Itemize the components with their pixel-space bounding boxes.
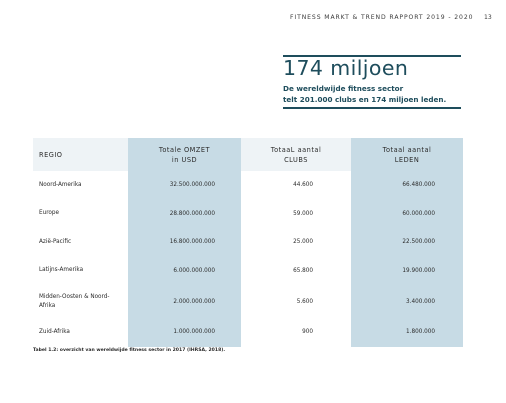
- column-header-clubs: TotaaL aantal CLUBS: [241, 138, 351, 171]
- region-label: Azië-Pacific: [39, 238, 72, 245]
- table-row: Midden-Oosten & Noord- Afrika 2.000.000.…: [33, 285, 463, 318]
- omzet-cell: 32.500.000.000: [128, 171, 241, 200]
- page-number: 13: [484, 14, 492, 21]
- clubs-cell: 900: [302, 329, 313, 336]
- headline-bottom-rule: [283, 107, 461, 109]
- region-label-line-1: Midden-Oosten & Noord-: [39, 293, 110, 300]
- omzet-cell: 28.800.000.000: [128, 199, 241, 228]
- fitness-sector-table: REGIO Totale OMZET in USD TotaaL aantal …: [33, 138, 463, 347]
- leden-cell: 1.800.000: [351, 318, 463, 347]
- omzet-cell: 1.000.000.000: [128, 318, 241, 347]
- region-label: Zuid-Afrika: [39, 328, 70, 335]
- column-header-omzet-line-1: Totale OMZET: [158, 145, 211, 154]
- region-cell: Midden-Oosten & Noord- Afrika: [33, 285, 128, 318]
- running-header: FITNESS MARKT & TREND RAPPORT 2019 - 202…: [290, 14, 474, 21]
- leden-cell: 22.500.000: [351, 228, 463, 257]
- region-label: Latijns-Amerika: [39, 267, 84, 274]
- omzet-cell: 16.800.000.000: [128, 228, 241, 257]
- leden-cell: 19.900.000: [351, 256, 463, 285]
- region-cell: Zuid-Afrika: [33, 318, 128, 347]
- table-row: Latijns-Amerika 6.000.000.000 65.800 19.…: [33, 256, 463, 286]
- omzet-cell: 6.000.000.000: [128, 256, 241, 285]
- clubs-cell: 25.000: [293, 239, 313, 246]
- column-header-region: REGIO: [33, 138, 128, 171]
- column-header-region-label: REGIO: [39, 150, 63, 159]
- clubs-cell: 59.000: [293, 210, 313, 217]
- clubs-cell: 5.600: [296, 298, 313, 305]
- table-row: Azië-Pacific 16.800.000.000 25.000 22.50…: [33, 228, 463, 257]
- clubs-cell: 65.800: [293, 267, 313, 274]
- region-cell: Europe: [33, 200, 128, 229]
- region-label: Europe: [39, 210, 60, 217]
- table-row: Europe 28.800.000.000 59.000 60.000.000: [33, 199, 463, 229]
- region-label-line-2: Afrika: [39, 302, 56, 309]
- column-header-omzet: Totale OMZET in USD: [128, 138, 241, 171]
- omzet-cell: 2.000.000.000: [128, 285, 241, 318]
- column-header-omzet-line-2: in USD: [171, 155, 198, 164]
- leden-cell: 66.480.000: [351, 171, 463, 200]
- column-header-leden: Totaal aantal LEDEN: [351, 138, 463, 171]
- headline-subtitle: De wereldwijde fitness sector telt 201.0…: [283, 83, 446, 105]
- column-header-leden-line-2: LEDEN: [394, 155, 420, 164]
- region-label: Noord-Amerika: [39, 181, 82, 188]
- column-header-clubs-line-2: CLUBS: [284, 155, 308, 164]
- clubs-cell: 44.600: [293, 182, 313, 189]
- column-header-clubs-line-1: TotaaL aantal: [270, 145, 322, 154]
- table-row: Zuid-Afrika 1.000.000.000 900 1.800.000: [33, 318, 463, 347]
- region-cell: Noord-Amerika: [33, 171, 128, 200]
- table-header-row: REGIO Totale OMZET in USD TotaaL aantal …: [33, 138, 463, 171]
- headline-subtitle-line-1: De wereldwijde fitness sector: [283, 84, 404, 93]
- headline-title: 174 miljoen: [283, 56, 409, 80]
- leden-cell: 3.400.000: [351, 285, 463, 318]
- region-cell: Latijns-Amerika: [33, 257, 128, 286]
- table-row: Noord-Amerika 32.500.000.000 44.600 66.4…: [33, 171, 463, 200]
- column-header-leden-line-1: Totaal aantal: [382, 145, 432, 154]
- table-caption: Tabel 1.2: overzicht van wereldwijde fit…: [33, 348, 226, 353]
- headline-top-rule: [283, 55, 461, 57]
- region-cell: Azië-Pacific: [33, 228, 128, 257]
- leden-cell: 60.000.000: [351, 199, 463, 228]
- headline-subtitle-line-2: telt 201.000 clubs en 174 miljoen leden.: [283, 95, 447, 104]
